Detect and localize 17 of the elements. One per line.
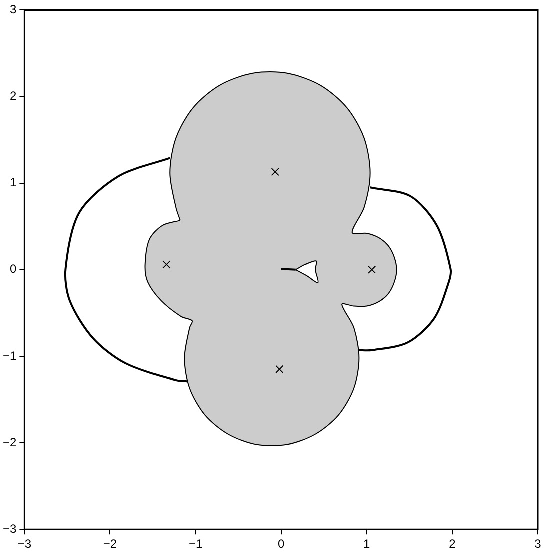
point — [271, 168, 280, 176]
y-tick-label: 0 — [10, 262, 17, 276]
y-tick-label: −3 — [2, 522, 17, 536]
point — [368, 266, 376, 274]
x-tick-label: 1 — [364, 537, 371, 552]
x-tick-label: 0 — [278, 537, 285, 552]
y-tick-label: 1 — [10, 176, 17, 190]
x-tick-label: 3 — [534, 537, 542, 552]
y-tick-label: −1 — [2, 348, 17, 363]
x-tick-label: −2 — [103, 537, 118, 552]
x-tick-label: −1 — [188, 537, 203, 552]
point — [162, 260, 171, 269]
y-tick-label: −2 — [2, 435, 17, 450]
y-tick-label: 3 — [10, 2, 17, 17]
y-tick-label: 2 — [10, 89, 17, 104]
x-tick-label: 2 — [449, 537, 456, 552]
point — [276, 365, 284, 374]
